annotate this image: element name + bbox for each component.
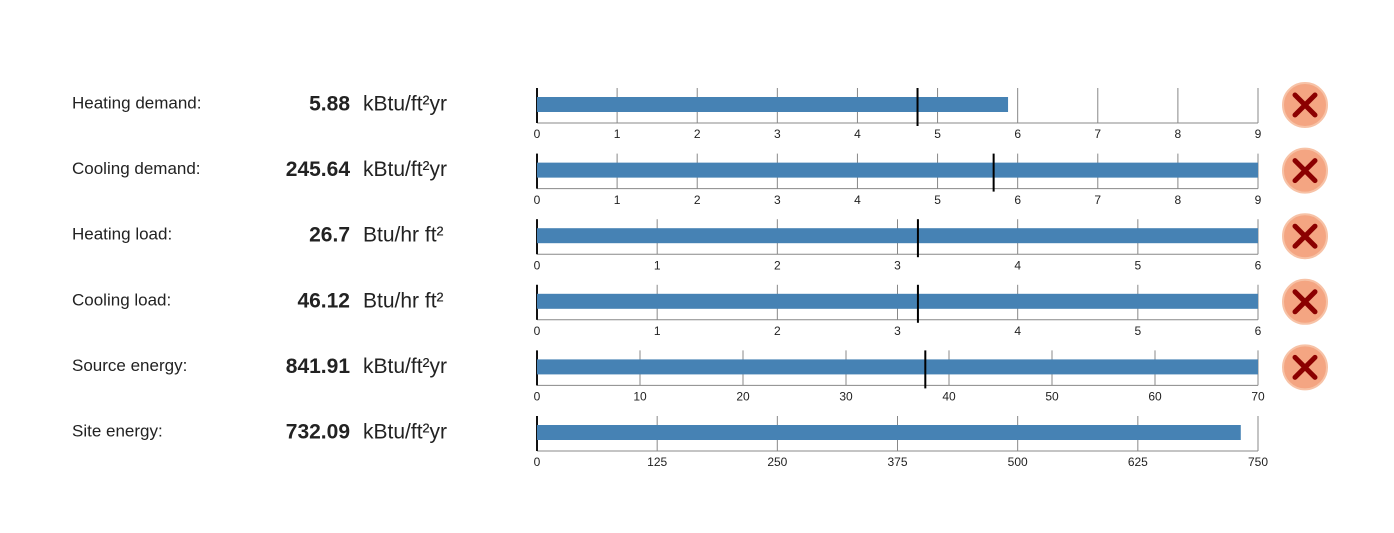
tick-label: 2 <box>694 127 701 141</box>
tick-label: 4 <box>854 193 861 207</box>
tick-label: 750 <box>1248 455 1268 469</box>
tick-label: 60 <box>1148 390 1162 404</box>
tick-label: 6 <box>1255 258 1262 272</box>
tick-label: 5 <box>934 127 941 141</box>
tick-label: 0 <box>534 390 541 404</box>
metric-unit: kBtu/ft²yr <box>363 421 447 444</box>
tick-label: 1 <box>654 324 661 338</box>
tick-label: 5 <box>1134 258 1141 272</box>
tick-label: 3 <box>894 258 901 272</box>
metric-value: 841.91 <box>286 355 351 378</box>
metric-value: 245.64 <box>286 158 351 181</box>
tick-label: 0 <box>534 193 541 207</box>
tick-label: 1 <box>654 258 661 272</box>
tick-label: 1 <box>614 127 621 141</box>
bar <box>537 293 1258 309</box>
fail-cross <box>1292 92 1318 118</box>
tick-label: 0 <box>534 324 541 338</box>
metric-label: Heating demand: <box>72 93 201 112</box>
tick-label: 6 <box>1014 127 1021 141</box>
bar <box>537 425 1241 440</box>
tick-label: 7 <box>1094 193 1101 207</box>
bar <box>537 359 1258 375</box>
metric-unit: Btu/hr ft² <box>363 289 444 312</box>
tick-label: 625 <box>1128 455 1148 469</box>
tick-label: 500 <box>1008 455 1028 469</box>
tick-label: 10 <box>633 390 647 404</box>
tick-label: 9 <box>1255 193 1262 207</box>
tick-label: 0 <box>534 127 541 141</box>
fail-cross <box>1292 223 1318 249</box>
tick-label: 6 <box>1255 324 1262 338</box>
metric-unit: Btu/hr ft² <box>363 224 444 247</box>
metric-unit: kBtu/ft²yr <box>363 158 447 181</box>
metric-label: Heating load: <box>72 225 172 244</box>
tick-label: 20 <box>736 390 750 404</box>
tick-label: 2 <box>774 258 781 272</box>
fail-icon <box>1282 344 1328 391</box>
fail-cross <box>1292 289 1318 315</box>
metric-label: Source energy: <box>72 356 187 375</box>
tick-label: 5 <box>934 193 941 207</box>
fail-icon <box>1282 147 1328 194</box>
fail-icon <box>1282 213 1328 260</box>
tick-label: 2 <box>694 193 701 207</box>
tick-label: 375 <box>887 455 907 469</box>
tick-label: 30 <box>839 390 853 404</box>
tick-label: 4 <box>1014 258 1021 272</box>
fail-cross <box>1292 354 1318 380</box>
tick-label: 1 <box>614 193 621 207</box>
tick-label: 5 <box>1134 324 1141 338</box>
tick-label: 250 <box>767 455 787 469</box>
bar <box>537 162 1258 178</box>
tick-label: 0 <box>534 258 541 272</box>
bar <box>537 97 1009 112</box>
tick-label: 8 <box>1175 127 1182 141</box>
metric-label: Cooling load: <box>72 290 171 309</box>
metric-unit: kBtu/ft²yr <box>363 93 447 116</box>
fail-cross <box>1292 158 1318 184</box>
fail-icon <box>1282 278 1328 325</box>
tick-label: 8 <box>1175 193 1182 207</box>
tick-label: 40 <box>942 390 956 404</box>
metric-value: 732.09 <box>286 421 350 444</box>
tick-label: 9 <box>1255 127 1262 141</box>
tick-label: 70 <box>1251 390 1265 404</box>
metric-unit: kBtu/ft²yr <box>363 355 447 378</box>
metric-label: Site energy: <box>72 421 163 440</box>
tick-label: 2 <box>774 324 781 338</box>
metric-value: 46.12 <box>297 289 350 312</box>
metric-label: Cooling demand: <box>72 159 201 178</box>
tick-label: 6 <box>1014 193 1021 207</box>
tick-label: 3 <box>774 193 781 207</box>
fail-icon <box>1282 82 1328 128</box>
tick-label: 50 <box>1045 390 1059 404</box>
metric-value: 26.7 <box>309 224 350 247</box>
tick-label: 3 <box>774 127 781 141</box>
tick-label: 4 <box>854 127 861 141</box>
tick-label: 3 <box>894 324 901 338</box>
bar <box>537 228 1258 244</box>
tick-label: 7 <box>1094 127 1101 141</box>
metric-value: 5.88 <box>309 93 350 116</box>
tick-label: 125 <box>647 455 667 469</box>
tick-label: 4 <box>1014 324 1021 338</box>
tick-label: 0 <box>534 455 541 469</box>
